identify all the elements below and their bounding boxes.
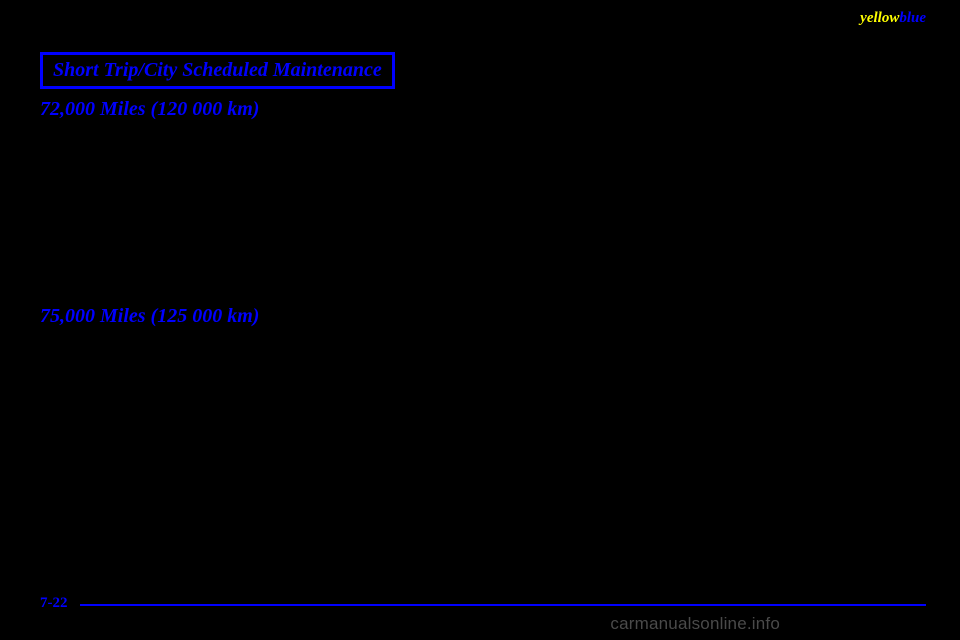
watermark: carmanualsonline.info: [610, 614, 780, 634]
watermark-text: carmanualsonline.info: [610, 614, 780, 633]
page-number: 7-22: [40, 595, 68, 612]
section-heading-72000-text: 72,000 Miles (120 000 km): [40, 98, 259, 120]
header-blue-text: blue: [899, 10, 926, 26]
page-container: yellowblue Short Trip/City Scheduled Mai…: [0, 0, 960, 640]
section-heading-72000: 72,000 Miles (120 000 km): [40, 98, 259, 121]
section-heading-75000-text: 75,000 Miles (125 000 km): [40, 305, 259, 327]
page-number-text: 7-22: [40, 595, 68, 611]
title-box: Short Trip/City Scheduled Maintenance: [40, 52, 395, 89]
header-yellowblue: yellowblue: [860, 10, 926, 27]
section-heading-75000: 75,000 Miles (125 000 km): [40, 305, 259, 328]
title-box-text: Short Trip/City Scheduled Maintenance: [53, 59, 382, 81]
header-yellow-text: yellow: [860, 10, 899, 26]
bottom-rule: [80, 604, 926, 606]
